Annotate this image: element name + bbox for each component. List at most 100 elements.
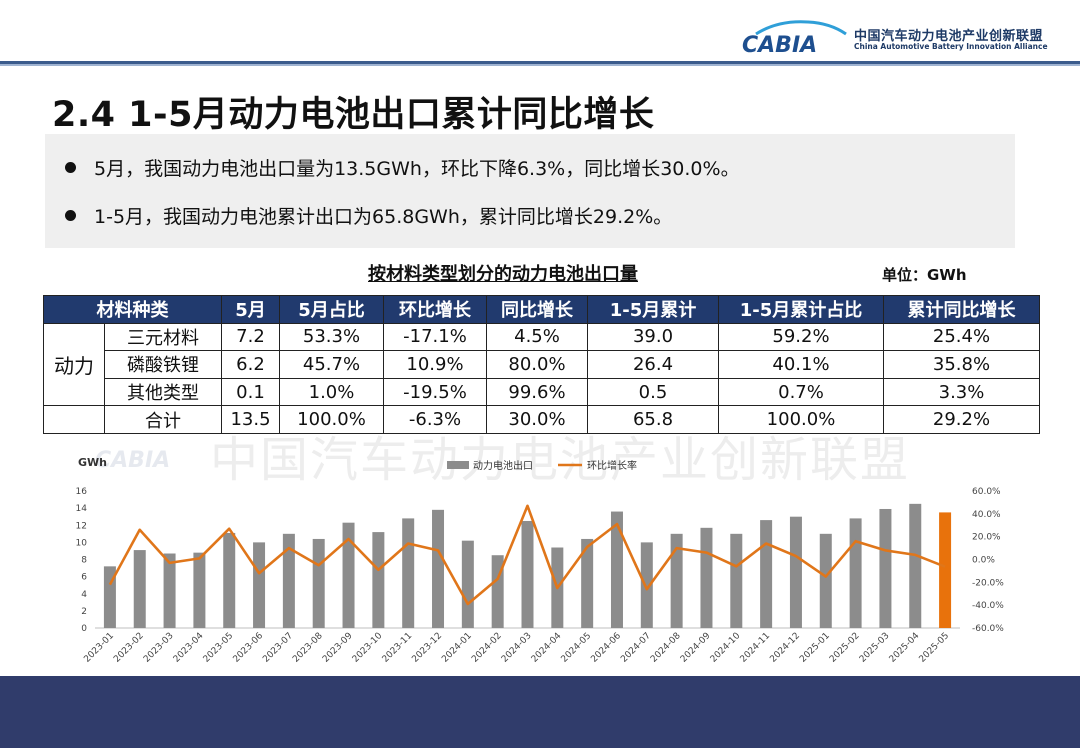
bullet-text: 5月，我国动力电池出口量为13.5GWh，环比下降6.3%，同比增长30.0%。	[94, 158, 740, 180]
bar	[730, 533, 743, 628]
header-cell: 材料种类	[43, 295, 222, 324]
table-cell: 其他类型	[104, 377, 222, 407]
x-tick-label: 2023-11	[381, 631, 415, 665]
bar	[819, 533, 832, 628]
x-tick-label: 2023-06	[232, 631, 266, 665]
logo-text: CABIA	[742, 33, 817, 58]
x-tick-label: 2025-01	[798, 631, 832, 665]
bar	[133, 550, 146, 628]
x-tick-label: 2024-06	[589, 631, 623, 665]
y2-tick-label: -20.0%	[972, 578, 1004, 588]
header-divider-light	[0, 64, 1080, 66]
x-tick-label: 2023-07	[261, 631, 295, 665]
table-cell: 7.2	[221, 322, 280, 352]
x-tick-label: 2025-03	[858, 631, 892, 665]
bar	[700, 527, 713, 628]
header-divider	[0, 61, 1080, 64]
bar	[879, 508, 892, 628]
bullet-text: 1-5月，我国动力电池累计出口为65.8GWh，累计同比增长29.2%。	[94, 206, 673, 228]
x-tick-label: 2025-02	[828, 631, 862, 665]
bar	[849, 518, 862, 628]
header-cell: 环比增长	[383, 295, 487, 324]
x-tick-label: 2023-05	[202, 631, 236, 665]
table-cell: 39.0	[587, 322, 719, 352]
x-tick-label: 2024-02	[470, 631, 504, 665]
x-tick-label: 2024-12	[768, 631, 802, 665]
cabia-logo: CABIA	[742, 20, 847, 58]
table-cell: -19.5%	[383, 377, 487, 407]
y2-tick-label: -40.0%	[972, 601, 1004, 611]
x-tick-label: 2024-11	[739, 631, 773, 665]
x-tick-label: 2024-01	[440, 631, 474, 665]
bar	[640, 542, 653, 628]
export-combo-chart: GWh 0 2 4 6 8 10 12 14 16 -60.0% -40.0% -20.0% 0.0% 20…	[76, 456, 1005, 665]
table-cell: -6.3%	[383, 405, 487, 434]
x-tick-label: 2023-12	[410, 631, 444, 665]
bar	[282, 533, 295, 628]
table-cell: 1.0%	[279, 377, 384, 407]
bar	[163, 553, 176, 628]
header-cell: 同比增长	[486, 295, 588, 324]
y2-tick-label: 0.0%	[972, 556, 995, 566]
table-row: 其他类型 0.1 1.0% -19.5% 99.6% 0.5 0.7% 3.3%	[44, 377, 1040, 407]
y-tick-label: 0	[81, 624, 87, 634]
table-cell: 合计	[104, 405, 222, 434]
x-tick-label: 2025-04	[888, 631, 922, 665]
x-tick-label: 2024-03	[500, 631, 534, 665]
y-tick-label: 10	[76, 538, 88, 548]
y2-tick-label: -60.0%	[972, 624, 1004, 634]
y-tick-label: 12	[76, 521, 87, 531]
table-unit: 单位：GWh	[882, 266, 967, 284]
table-cell: 0.1	[221, 377, 280, 407]
table-cell: 35.8%	[883, 350, 1040, 379]
org-name-en: China Automotive Battery Innovation Alli…	[854, 42, 1048, 51]
y-tick-label: 2	[81, 607, 87, 617]
org-name-cn: 中国汽车动力电池产业创新联盟	[854, 29, 1044, 44]
x-tick-label: 2024-10	[709, 631, 743, 665]
table-cell: 99.6%	[486, 377, 588, 407]
y2-tick-label: 60.0%	[972, 487, 1001, 497]
table-cell: 25.4%	[883, 322, 1040, 352]
y-tick-label: 14	[76, 504, 88, 514]
x-tick-label: 2024-04	[530, 631, 564, 665]
table-row: 动力 三元材料 7.2 53.3% -17.1% 4.5% 39.0 59.2%…	[43, 322, 1040, 407]
bar	[789, 516, 802, 628]
bullet-dot-icon	[65, 210, 76, 221]
x-tick-label: 2024-05	[560, 631, 594, 665]
export-table: 材料种类 5月 5月占比 环比增长 同比增长 1-5月累计 1-5月累计占比 累…	[43, 295, 1040, 434]
group-label: 动力	[43, 322, 105, 407]
slide-title: 2.4 1-5月动力电池出口累计同比增长	[52, 95, 655, 135]
table-cell: 29.2%	[883, 405, 1040, 434]
bar	[461, 540, 474, 628]
table-cell: -17.1%	[383, 322, 487, 352]
x-tick-label: 2023-08	[291, 631, 325, 665]
bar	[253, 542, 266, 628]
logo-swoosh-icon	[755, 20, 847, 36]
footer-band	[0, 676, 1080, 748]
table-cell: 4.5%	[486, 322, 588, 352]
table-row-total: 合计 13.5 100.0% -6.3% 30.0% 65.8 100.0% 2…	[43, 405, 1040, 434]
header-cell: 累计同比增长	[883, 295, 1040, 324]
bar	[670, 533, 683, 628]
x-tick-label: 2024-08	[649, 631, 683, 665]
legend-bar-swatch	[447, 461, 469, 469]
table-row: 磷酸铁锂 6.2 45.7% 10.9% 80.0% 26.4 40.1% 35…	[44, 350, 1040, 379]
table-cell: 磷酸铁锂	[104, 350, 222, 379]
table-cell: 0.7%	[718, 377, 884, 407]
x-tick-label: 2023-02	[112, 631, 146, 665]
y2-tick-label: 40.0%	[972, 510, 1001, 520]
x-tick-label: 2025-05	[918, 631, 952, 665]
header-cell: 5月占比	[279, 295, 384, 324]
x-tick-label: 2023-03	[142, 631, 176, 665]
x-tick-label: 2024-07	[619, 631, 653, 665]
x-tick-label: 2023-09	[321, 631, 355, 665]
table-cell: 6.2	[221, 350, 280, 379]
watermark-logo: CABIA	[95, 448, 171, 473]
legend-line-label: 环比增长率	[587, 459, 637, 472]
bar	[939, 512, 952, 628]
x-tick-label: 2023-10	[351, 631, 385, 665]
table-cell	[43, 405, 105, 434]
table-cell: 40.1%	[718, 350, 884, 379]
y-tick-label: 6	[81, 573, 87, 583]
table-cell: 100.0%	[279, 405, 384, 434]
